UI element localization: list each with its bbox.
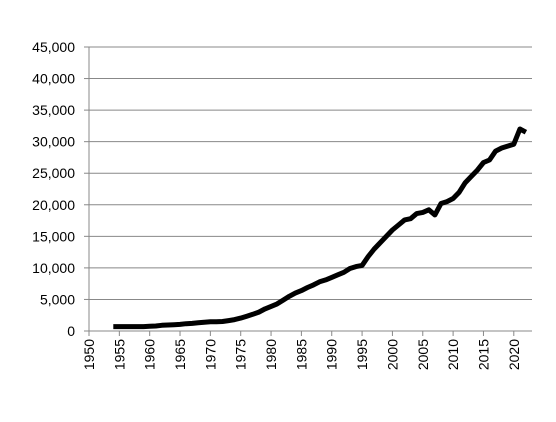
x-tick-label: 2005 <box>415 339 431 370</box>
x-tick-label: 1965 <box>172 339 188 370</box>
x-tick-label: 2010 <box>445 339 461 370</box>
y-tick-label: 10,000 <box>32 260 75 276</box>
y-tick-label: 20,000 <box>32 197 75 213</box>
y-tick-label: 35,000 <box>32 102 75 118</box>
x-tick-label: 1990 <box>324 339 340 370</box>
y-tick-label: 15,000 <box>32 228 75 244</box>
x-tick-label: 1975 <box>233 339 249 370</box>
x-tick-label: 1995 <box>354 339 370 370</box>
x-tick-label: 2020 <box>506 339 522 370</box>
x-tick-label: 2015 <box>475 339 491 370</box>
x-tick-label: 1955 <box>111 339 127 370</box>
x-tick-label: 2000 <box>384 339 400 370</box>
x-tick-label: 1950 <box>81 339 97 370</box>
x-tick-label: 1985 <box>293 339 309 370</box>
y-tick-label: 30,000 <box>32 134 75 150</box>
y-tick-label: 25,000 <box>32 165 75 181</box>
data-line <box>113 126 528 330</box>
y-tick-label: 45,000 <box>32 39 75 55</box>
y-tick-label: 40,000 <box>32 71 75 87</box>
x-tick-label: 1970 <box>202 339 218 370</box>
y-tick-label: 0 <box>67 323 75 339</box>
x-tick-label: 1980 <box>263 339 279 370</box>
y-tick-label: 5,000 <box>40 291 75 307</box>
x-tick-label: 1960 <box>142 339 158 370</box>
